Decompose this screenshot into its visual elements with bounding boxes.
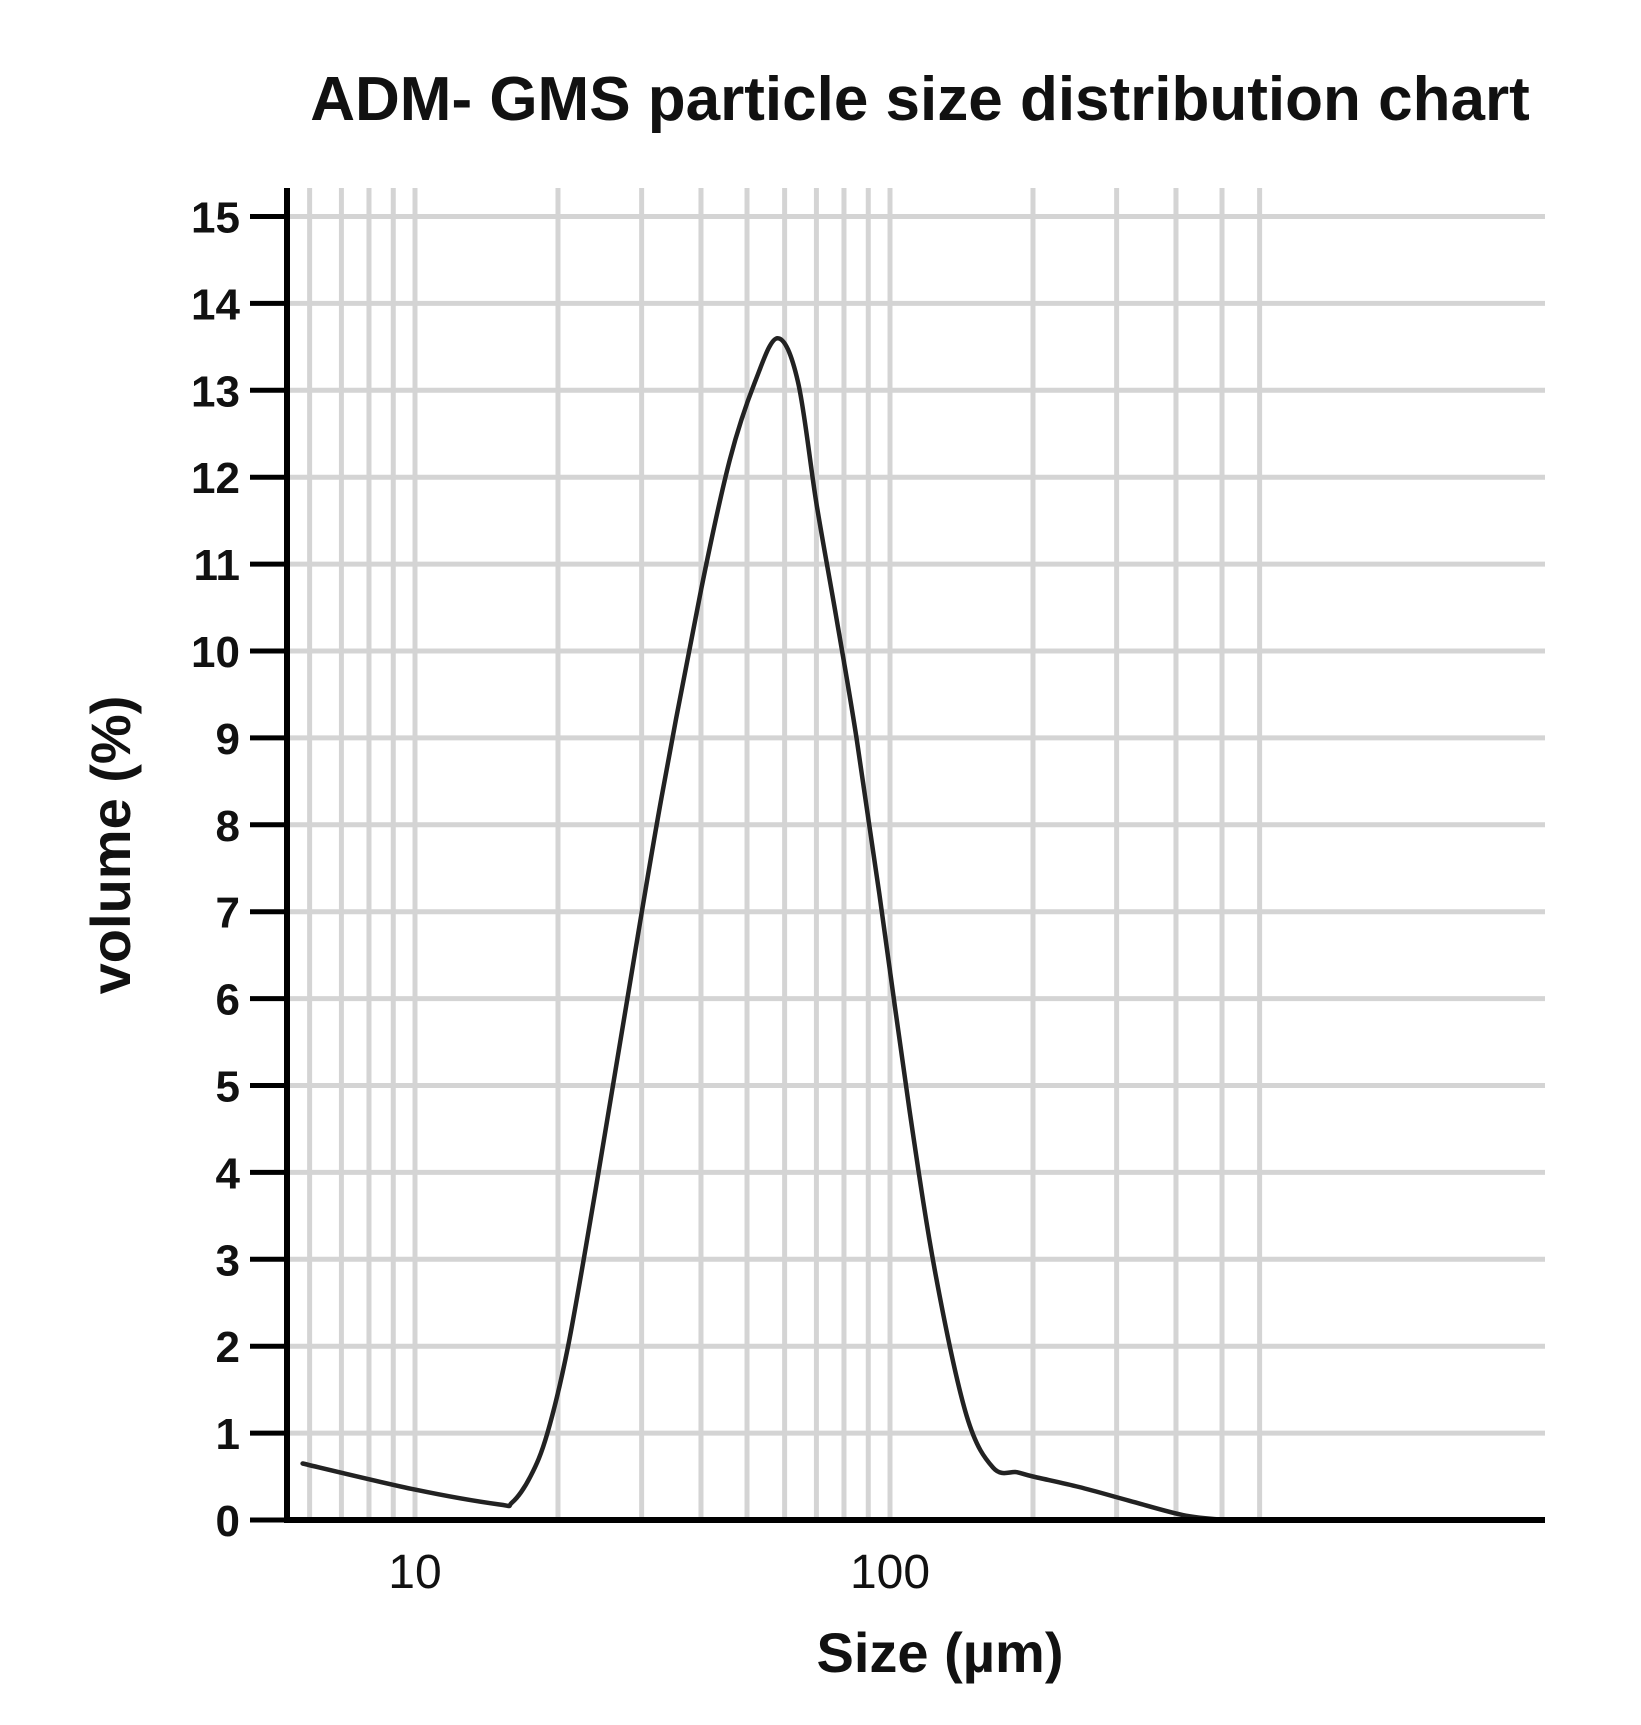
chart-title: ADM- GMS particle size distribution char… — [310, 65, 1529, 134]
y-tick-label: 14 — [191, 280, 240, 329]
y-tick-label: 4 — [216, 1149, 241, 1198]
y-tick-label: 13 — [191, 367, 240, 416]
y-tick-label: 12 — [191, 454, 240, 503]
x-tick-label: 10 — [388, 1546, 441, 1599]
y-tick-label: 5 — [216, 1063, 240, 1112]
x-axis-ticks: 10 100 — [388, 1546, 930, 1599]
y-tick-label: 7 — [216, 889, 240, 938]
series-line — [300, 335, 1269, 1523]
y-tick-label: 10 — [191, 628, 240, 677]
y-tick-label: 3 — [216, 1236, 240, 1285]
horizontal-gridlines — [287, 214, 1545, 1436]
series-layer — [300, 335, 1269, 1523]
y-tick-label: 0 — [216, 1497, 240, 1546]
y-tick-label: 9 — [216, 715, 240, 764]
x-tick-label: 100 — [850, 1546, 930, 1599]
y-tick-label: 11 — [193, 541, 240, 590]
y-axis-label: volume (%) — [79, 696, 142, 995]
y-tick-label: 6 — [216, 976, 240, 1025]
y-tick-label: 1 — [216, 1410, 240, 1459]
x-axis-label: Size (µm) — [817, 1621, 1064, 1684]
y-tick-label: 2 — [216, 1323, 240, 1372]
y-tick-label: 15 — [191, 194, 240, 243]
vertical-gridlines — [307, 188, 1263, 1520]
y-tick-label: 8 — [216, 802, 240, 851]
